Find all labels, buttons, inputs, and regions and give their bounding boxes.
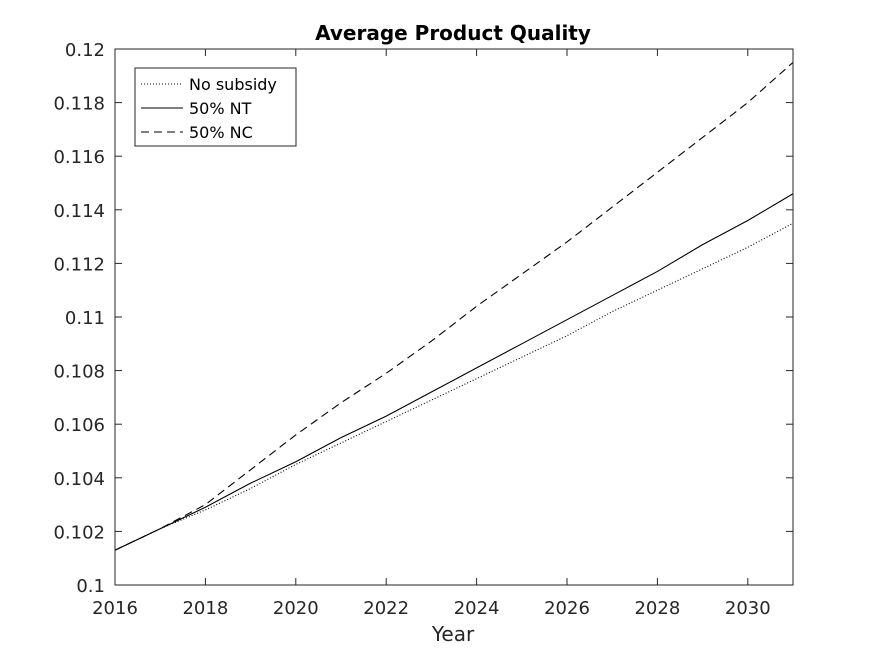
legend-label-3: 50% NC [189,123,253,142]
legend-box [134,67,297,147]
y-tick-label: 0.12 [65,40,105,61]
x-tick-label: 2022 [363,598,409,619]
legend-label-1: No subsidy [189,75,277,94]
x-tick-label: 2020 [273,598,319,619]
series-line-1 [114,222,794,551]
y-tick-label: 0.104 [53,469,105,490]
x-tick-label: 2024 [454,598,500,619]
series-line-3 [114,61,794,551]
chart-title: Average Product Quality [315,21,591,45]
x-tick-label: 2016 [92,598,138,619]
x-tick-label: 2030 [725,598,771,619]
legend: No subsidy 50% NT 50% NC [134,67,297,147]
y-tick-label: 0.102 [53,522,105,543]
x-tick-label: 2028 [634,598,680,619]
y-tick-label: 0.112 [53,254,105,275]
y-tick-label: 0.114 [53,201,105,222]
x-tick-label: 2018 [182,598,228,619]
y-tick-label: 0.108 [53,362,105,383]
plot-area: 2016 2018 2020 2022 2024 2026 2028 2030 0.1 0.102… [53,40,794,619]
x-axis-label: Year [431,622,475,646]
y-tick-label: 0.106 [53,415,105,436]
y-tick-label: 0.1 [76,576,105,597]
y-tick-label: 0.11 [65,308,105,329]
series-line-2 [114,193,794,551]
x-tick-label: 2026 [544,598,590,619]
y-tick-label: 0.116 [53,147,105,168]
legend-label-2: 50% NT [189,99,252,118]
y-tick-label: 0.118 [53,94,105,115]
